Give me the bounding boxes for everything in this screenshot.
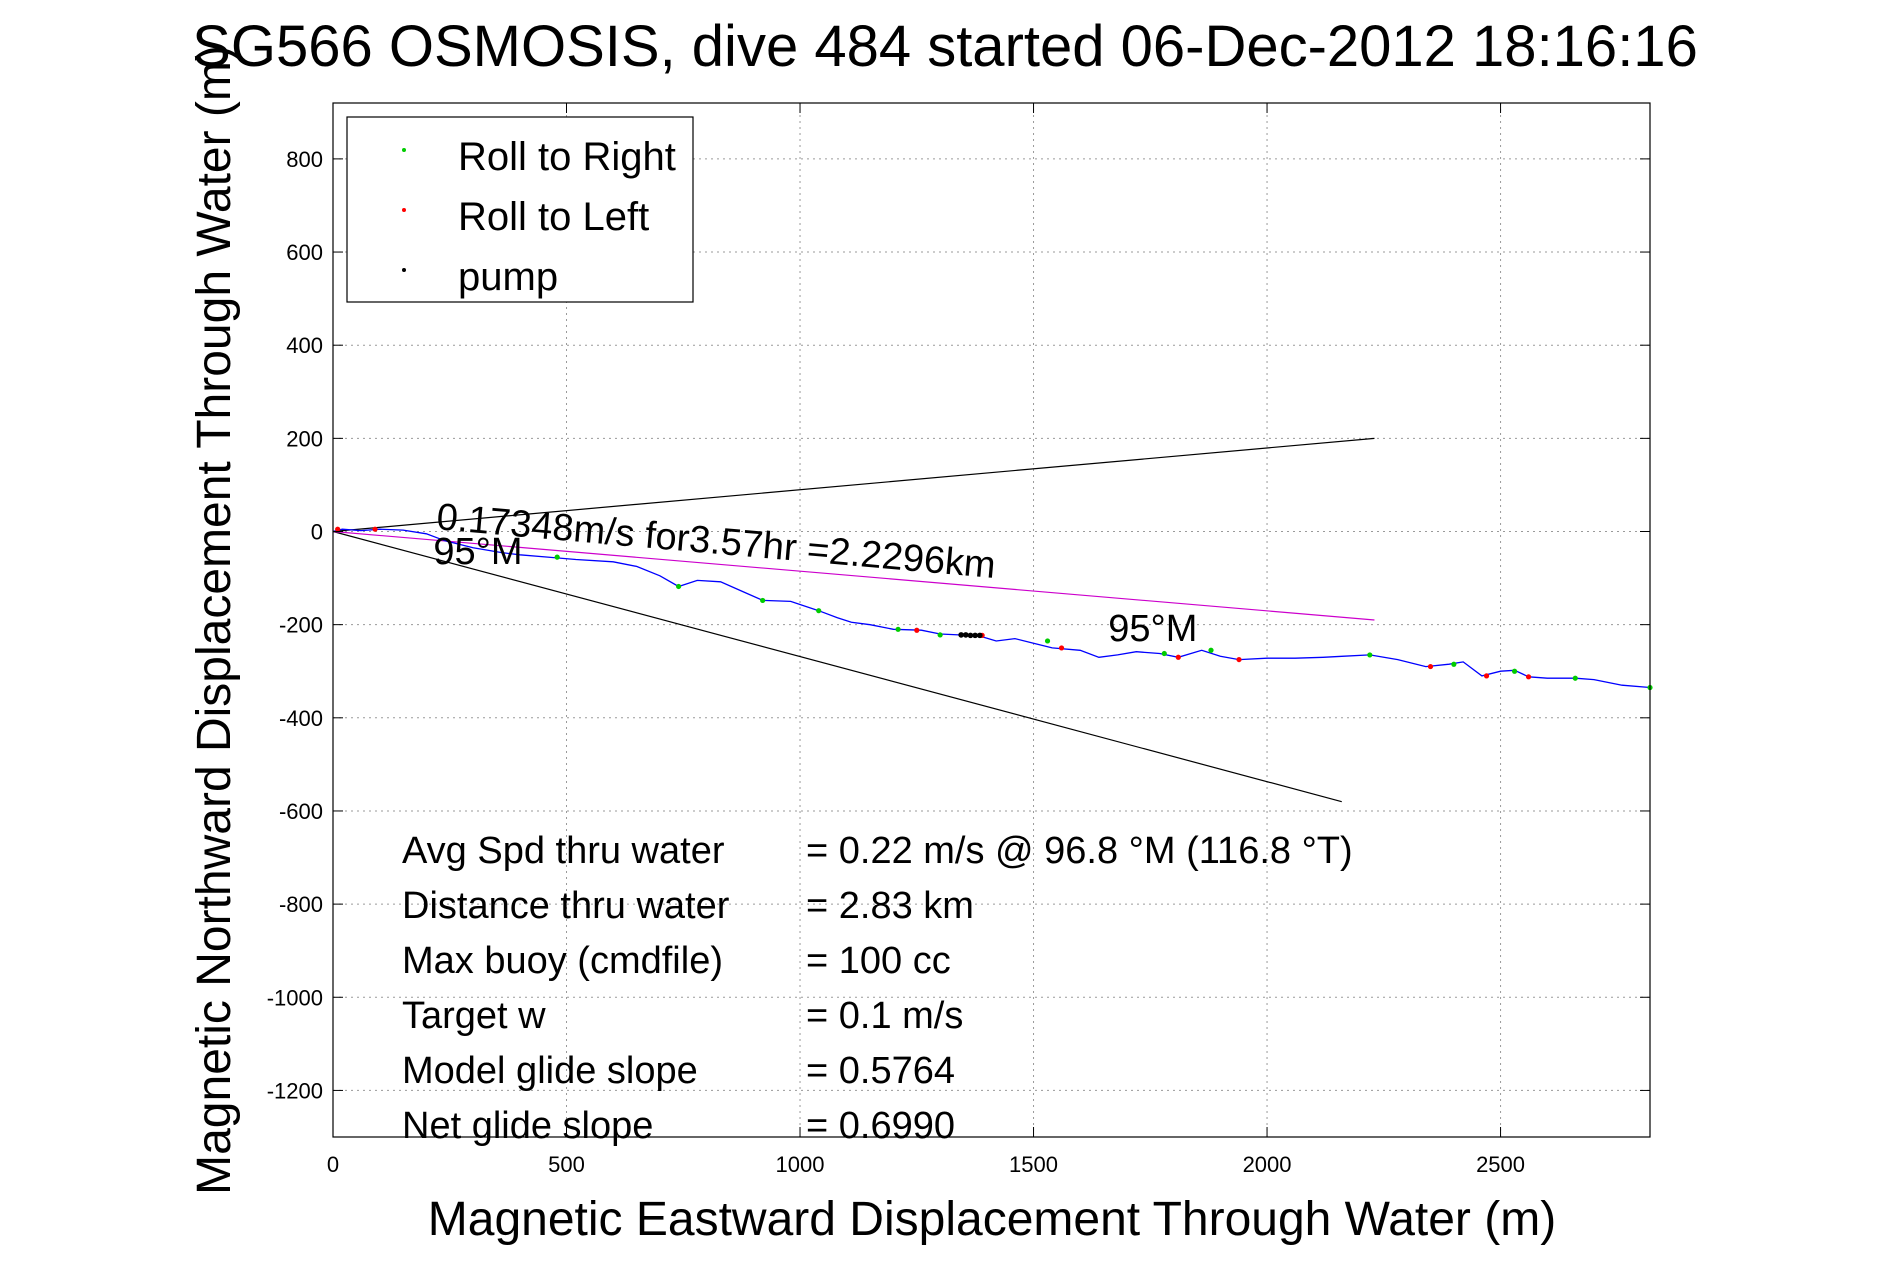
plot-frame xyxy=(332,102,1651,1138)
stat-label-net-glide: Net glide slope xyxy=(402,1105,653,1147)
roll-left-point xyxy=(1483,673,1490,679)
legend: Roll to Right Roll to Left pump xyxy=(346,116,694,303)
pump-point xyxy=(967,632,974,639)
y-tick-label: 600 xyxy=(286,240,323,265)
reference-line-2 xyxy=(332,530,1375,621)
roll-right-point xyxy=(1044,638,1051,644)
x-tick-label: 1000 xyxy=(776,1152,825,1177)
stat-value-net-glide: = 0.6990 xyxy=(806,1105,955,1147)
legend-marker-roll-left xyxy=(402,208,406,212)
chart-title: SG566 OSMOSIS, dive 484 started 06-Dec-2… xyxy=(192,14,1698,79)
annotation-1: 95°M xyxy=(433,531,522,573)
roll-left-point xyxy=(372,526,378,532)
roll-right-point xyxy=(895,626,901,632)
pump-point xyxy=(963,632,969,638)
stat-value-distance: = 2.83 km xyxy=(806,885,974,927)
track-line xyxy=(332,528,1651,689)
roll-right-point xyxy=(1208,647,1214,653)
y-tick-label: 800 xyxy=(286,147,323,172)
stat-value-target-w: = 0.1 m/s xyxy=(806,995,963,1037)
pump-point xyxy=(958,632,964,638)
stat-label-avg-speed: Avg Spd thru water xyxy=(402,830,725,872)
roll-right-point xyxy=(1572,675,1578,681)
x-tick-label: 2000 xyxy=(1243,1152,1292,1177)
markers xyxy=(335,526,1653,691)
roll-left-point xyxy=(1175,654,1181,660)
roll-right-point xyxy=(816,608,822,614)
annotation-2: 95°M xyxy=(1108,608,1197,650)
stat-label-max-buoy: Max buoy (cmdfile) xyxy=(402,940,723,982)
stat-value-model-glide: = 0.5764 xyxy=(806,1050,955,1092)
roll-right-point xyxy=(1161,650,1167,657)
roll-left-point xyxy=(335,526,341,532)
roll-right-point xyxy=(1367,652,1373,658)
y-tick-label: -1000 xyxy=(267,985,323,1010)
y-tick-label: -600 xyxy=(279,799,323,824)
x-axis-title: Magnetic Eastward Displacement Through W… xyxy=(428,1193,1556,1246)
legend-marker-pump xyxy=(402,268,406,272)
roll-right-point xyxy=(675,583,682,590)
stats-block: Avg Spd thru water = 0.22 m/s @ 96.8 °M … xyxy=(402,830,1353,1147)
y-tick-label: 200 xyxy=(286,426,323,451)
pump-point xyxy=(972,632,978,639)
y-tick-label: -200 xyxy=(279,613,323,638)
y-axis-title: Magnetic Northward Displacement Through … xyxy=(188,45,241,1195)
legend-marker-roll-right xyxy=(402,148,406,152)
stat-label-distance: Distance thru water xyxy=(402,885,730,927)
y-tick-label: -400 xyxy=(279,706,323,731)
roll-right-point xyxy=(937,632,943,638)
x-tick-label: 2500 xyxy=(1476,1152,1525,1177)
roll-right-point xyxy=(760,597,766,604)
legend-label-roll-left: Roll to Left xyxy=(458,195,649,239)
stat-value-max-buoy: = 100 cc xyxy=(806,940,951,982)
y-tick-label: -1200 xyxy=(267,1078,323,1103)
roll-right-point xyxy=(554,554,560,560)
x-tick-label: 1500 xyxy=(1009,1152,1058,1177)
roll-right-point xyxy=(1511,668,1518,674)
stat-label-model-glide: Model glide slope xyxy=(402,1050,698,1092)
legend-label-roll-right: Roll to Right xyxy=(458,135,676,179)
x-tick-label: 0 xyxy=(327,1152,339,1177)
stat-label-target-w: Target w xyxy=(402,995,546,1037)
x-tick-label: 500 xyxy=(548,1152,585,1177)
roll-left-point xyxy=(1058,645,1065,651)
x-ticks: 0 500 1000 1500 2000 2500 xyxy=(327,103,1525,1177)
roll-left-point xyxy=(914,627,920,633)
reference-line-1 xyxy=(332,530,1342,803)
y-tick-label: 400 xyxy=(286,333,323,358)
roll-left-point xyxy=(1427,663,1434,670)
legend-label-pump: pump xyxy=(458,255,558,299)
pump-point xyxy=(977,632,983,639)
y-tick-label: 0 xyxy=(311,520,323,545)
y-tick-label: -800 xyxy=(279,892,323,917)
roll-left-point xyxy=(1236,656,1242,663)
stat-value-avg-speed: = 0.22 m/s @ 96.8 °M (116.8 °T) xyxy=(806,830,1353,872)
reference-lines xyxy=(332,437,1375,803)
roll-left-point xyxy=(1525,674,1532,680)
y-ticks: 800 600 400 200 0 -200 -400 -600 -800 -1000 -1200 xyxy=(267,147,1650,1103)
roll-right-point xyxy=(1451,661,1457,667)
series xyxy=(332,528,1651,689)
reference-line-0 xyxy=(332,437,1375,533)
